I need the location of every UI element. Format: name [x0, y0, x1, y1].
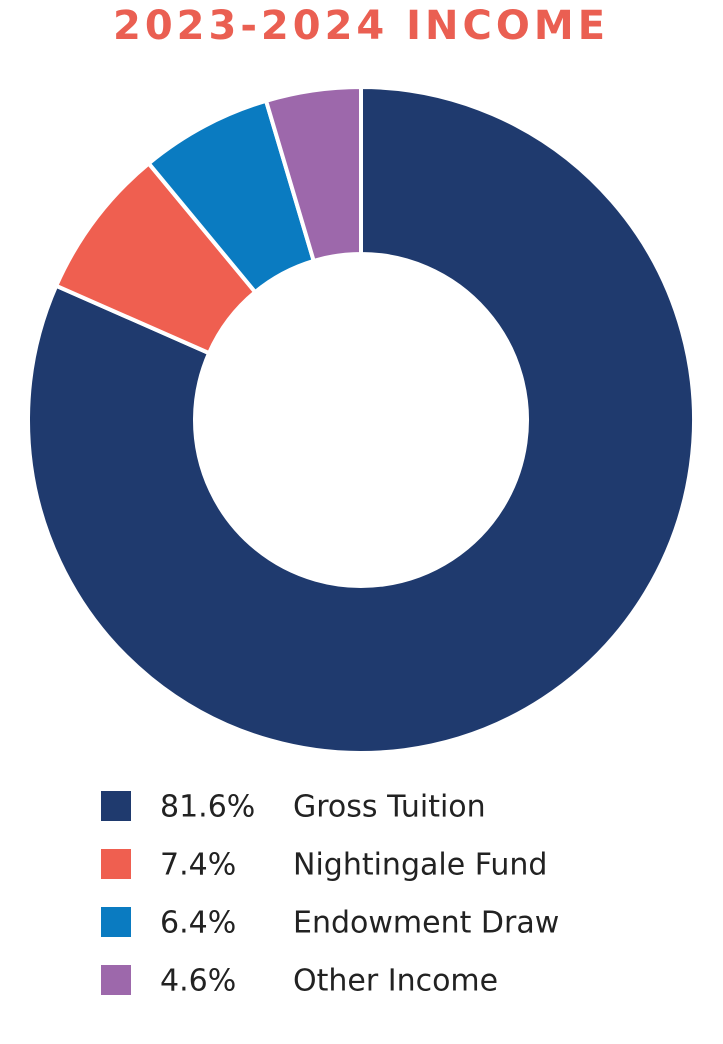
- legend-value: 7.4%: [160, 848, 236, 883]
- legend-label: Gross Tuition: [293, 790, 486, 825]
- legend-swatch: [101, 907, 131, 937]
- legend-value: 4.6%: [160, 964, 236, 999]
- legend-swatch: [101, 791, 131, 821]
- slice: [26, 85, 696, 755]
- legend-label: Endowment Draw: [293, 906, 559, 941]
- legend-value: 81.6%: [160, 790, 255, 825]
- chart-title: 2023-2024 INCOME: [113, 3, 609, 49]
- slice: [264, 85, 363, 263]
- legend-label: Nightingale Fund: [293, 848, 547, 883]
- legend-value: 6.4%: [160, 906, 236, 941]
- legend-swatch: [101, 849, 131, 879]
- legend-label: Other Income: [293, 964, 498, 999]
- legend-swatch: [101, 965, 131, 995]
